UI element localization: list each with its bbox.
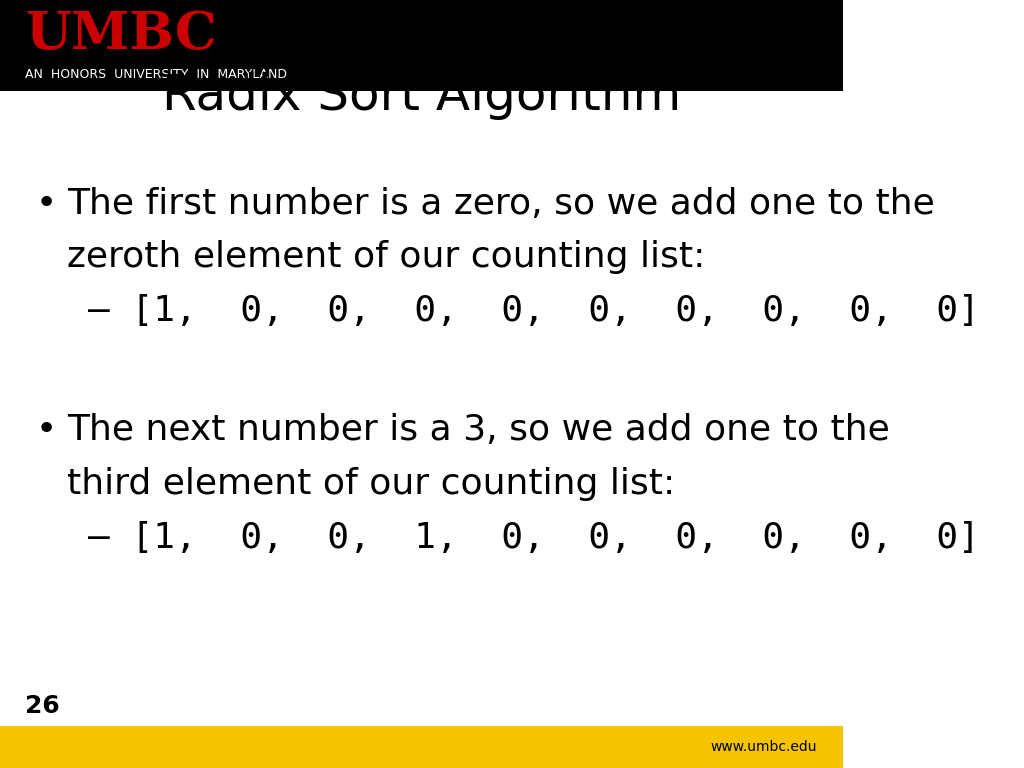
Text: www.umbc.edu: www.umbc.edu [711,740,817,754]
Text: The first number is a zero, so we add one to the: The first number is a zero, so we add on… [68,187,935,220]
Text: – [1,  0,  0,  0,  0,  0,  0,  0,  0,  0]: – [1, 0, 0, 0, 0, 0, 0, 0, 0, 0] [88,294,980,328]
Text: 26: 26 [26,694,60,718]
Text: – [1,  0,  0,  1,  0,  0,  0,  0,  0,  0]: – [1, 0, 0, 1, 0, 0, 0, 0, 0, 0] [88,521,980,554]
Text: third element of our counting list:: third element of our counting list: [68,467,676,501]
Text: zeroth element of our counting list:: zeroth element of our counting list: [68,240,706,274]
FancyBboxPatch shape [0,0,843,91]
Text: UMBC: UMBC [26,9,217,60]
Text: Radix Sort Algorithm: Radix Sort Algorithm [162,72,681,120]
Text: •: • [36,187,57,220]
Text: AN  HONORS  UNIVERSITY  IN  MARYLAND: AN HONORS UNIVERSITY IN MARYLAND [26,68,288,81]
Text: •: • [36,413,57,447]
FancyBboxPatch shape [0,726,843,768]
Text: The next number is a 3, so we add one to the: The next number is a 3, so we add one to… [68,413,890,447]
